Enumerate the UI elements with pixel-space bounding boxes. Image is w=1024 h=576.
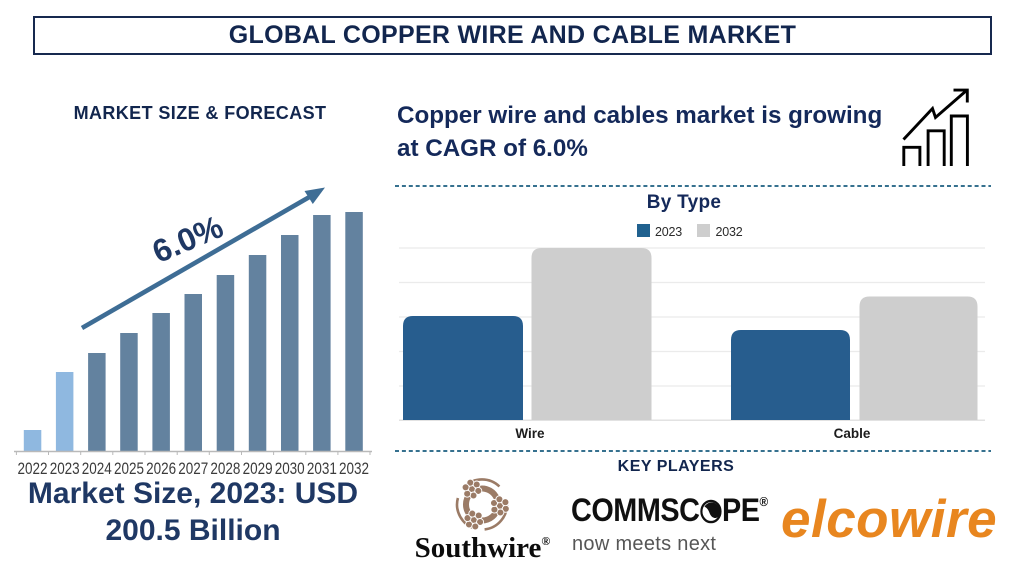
svg-text:2030: 2030 <box>275 459 305 478</box>
svg-text:Wire: Wire <box>515 426 545 441</box>
svg-text:2029: 2029 <box>243 459 273 478</box>
svg-text:2026: 2026 <box>146 459 176 478</box>
svg-text:2023: 2023 <box>50 459 80 478</box>
svg-text:2031: 2031 <box>307 459 337 478</box>
svg-text:2022: 2022 <box>18 459 48 478</box>
svg-text:2025: 2025 <box>114 459 144 478</box>
svg-text:2027: 2027 <box>178 459 208 478</box>
svg-text:2024: 2024 <box>82 459 112 478</box>
svg-text:2028: 2028 <box>210 459 240 478</box>
svg-text:6.0%: 6.0% <box>147 208 228 270</box>
svg-text:2032: 2032 <box>339 459 369 478</box>
svg-text:Cable: Cable <box>834 426 871 441</box>
